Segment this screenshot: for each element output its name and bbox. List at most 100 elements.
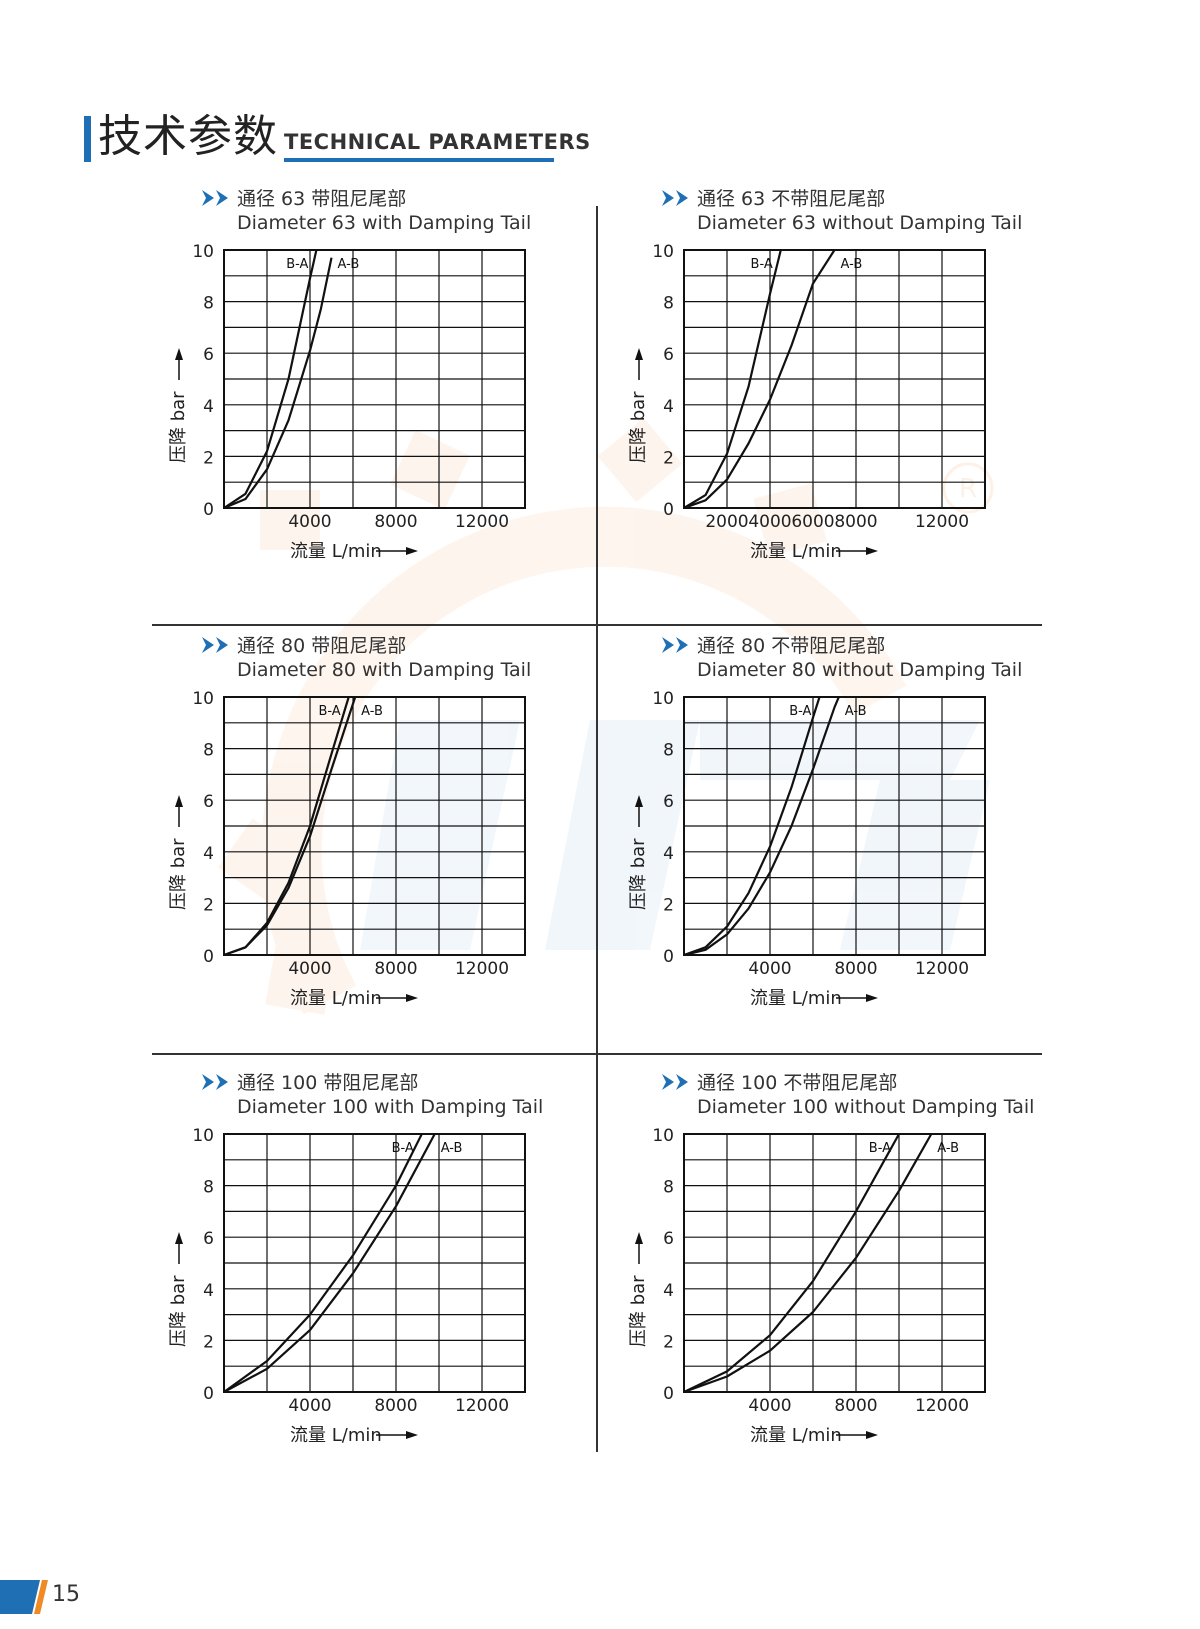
watermark-gear-tooth xyxy=(265,945,335,1015)
series-label: B-A xyxy=(392,1141,414,1156)
series-line-a-b xyxy=(223,1133,436,1393)
y-tick-label: 10 xyxy=(652,1126,674,1146)
x-axis-label: 流量 L/min xyxy=(750,1425,842,1446)
series-label: B-A xyxy=(751,257,773,272)
series-line-b-a xyxy=(683,696,821,957)
y-tick-label: 10 xyxy=(192,242,214,262)
chart-title-cn: 通径 80 不带阻尼尾部 xyxy=(697,635,886,657)
y-tick-label: 8 xyxy=(663,294,674,314)
chart-title-en: Diameter 63 without Damping Tail xyxy=(697,212,1023,234)
y-tick-label: 2 xyxy=(663,448,674,468)
x-tick-label: 4000 xyxy=(288,1396,331,1416)
double-chevron-icon xyxy=(662,637,688,653)
y-tick-label: 6 xyxy=(663,345,674,365)
x-tick-label: 8000 xyxy=(374,512,417,532)
chart-title-en: Diameter 80 without Damping Tail xyxy=(697,659,1023,681)
chart-title-en: Diameter 100 with Damping Tail xyxy=(237,1096,544,1118)
y-tick-label: 4 xyxy=(663,397,674,417)
y-tick-label: 2 xyxy=(663,895,674,915)
chart-svg: 0 2 4 6 8 10 4000 8000 12000 流量 L/min 压降 bar B-A A-B xyxy=(168,689,526,1009)
x-tick-label: 8000 xyxy=(374,1396,417,1416)
double-chevron-icon xyxy=(662,190,688,206)
chart-panel-d63-without-tail: 通径 63 不带阻尼尾部 Diameter 63 without Damping… xyxy=(605,188,1165,618)
y-tick-label: 4 xyxy=(203,844,214,864)
y-axis-arrow-head xyxy=(635,795,643,807)
y-tick-label: 2 xyxy=(203,448,214,468)
x-axis-label: 流量 L/min xyxy=(290,541,382,562)
chart-title-cn: 通径 63 带阻尼尾部 xyxy=(237,188,407,210)
grid-group xyxy=(684,1134,985,1392)
chart-panel-d80-without-tail: 通径 80 不带阻尼尾部 Diameter 80 without Damping… xyxy=(605,635,1165,1065)
series-label: B-A xyxy=(789,704,811,719)
series-line-a-b xyxy=(223,257,333,510)
plot-frame xyxy=(683,696,986,956)
series-line-a-b xyxy=(223,696,357,957)
grid-group xyxy=(684,250,985,508)
series-line-b-a xyxy=(223,1133,423,1393)
series-label: B-A xyxy=(869,1141,891,1156)
chart-title-cn: 通径 100 不带阻尼尾部 xyxy=(697,1072,898,1094)
double-chevron-icon xyxy=(662,1074,688,1090)
x-tick-label: 12000 xyxy=(455,1396,509,1416)
watermark-gear-tooth xyxy=(390,430,470,510)
watermark-gear-tooth xyxy=(753,483,827,557)
series-line-b-a xyxy=(683,1133,900,1393)
y-tick-label: 6 xyxy=(663,1229,674,1249)
plot-frame xyxy=(223,696,526,956)
chart-panel-d63-with-tail: 通径 63 带阻尼尾部 Diameter 63 with Damping Tai… xyxy=(145,188,705,618)
plot-frame xyxy=(223,1133,526,1393)
chart-svg: 0 2 4 6 8 10 4000 8000 12000 流量 L/min 压降 bar B-A A-B xyxy=(628,689,986,1009)
watermark-letters-group xyxy=(360,720,990,950)
y-tick-label: 6 xyxy=(663,792,674,812)
y-axis-arrow-head xyxy=(175,348,183,360)
chart-svg: 0 2 4 6 8 10 4000 8000 12000 流量 L/min 压降 bar B-A A-B xyxy=(628,1126,986,1446)
y-tick-label: 2 xyxy=(203,895,214,915)
y-tick-label: 0 xyxy=(203,1384,214,1404)
x-axis-arrow-head xyxy=(406,547,418,555)
title-accent-bar xyxy=(84,116,91,162)
y-tick-label: 8 xyxy=(203,1178,214,1198)
x-axis-arrow-head xyxy=(406,1431,418,1439)
y-tick-label: 8 xyxy=(203,294,214,314)
y-axis-label: 压降 bar xyxy=(168,391,189,463)
y-tick-label: 6 xyxy=(203,792,214,812)
chart-svg: 0 2 4 6 8 10 4000 8000 12000 流量 L/min 压降 bar B-A A-B xyxy=(168,242,526,562)
page-title-cn: 技术参数 xyxy=(98,111,278,162)
y-axis-arrow-head xyxy=(175,1232,183,1244)
x-tick-label: 8000 xyxy=(834,1396,877,1416)
y-tick-label: 10 xyxy=(652,242,674,262)
y-axis-arrow-head xyxy=(635,348,643,360)
y-tick-label: 6 xyxy=(203,345,214,365)
grid-group xyxy=(224,250,525,508)
watermark-letter-shape xyxy=(840,780,990,950)
y-axis-arrow-head xyxy=(175,795,183,807)
y-tick-label: 8 xyxy=(663,1178,674,1198)
registered-circle xyxy=(942,462,994,514)
watermark-letter-shape xyxy=(360,720,520,950)
y-tick-label: 4 xyxy=(663,844,674,864)
x-tick-label: 4000 xyxy=(288,959,331,979)
grid-group xyxy=(684,697,985,955)
y-tick-label: 10 xyxy=(192,689,214,709)
chart-title-en: Diameter 100 without Damping Tail xyxy=(697,1096,1035,1118)
x-axis-arrow-head xyxy=(866,994,878,1002)
page-number: 15 xyxy=(52,1582,80,1607)
chart-title-en: Diameter 80 with Damping Tail xyxy=(237,659,532,681)
x-tick-label: 2000 xyxy=(705,512,748,532)
y-tick-label: 8 xyxy=(663,741,674,761)
series-label: A-B xyxy=(845,704,867,719)
x-axis-arrow-head xyxy=(866,1431,878,1439)
chart-svg: 0 2 4 6 8 10 2000 4000 6000 8000 12000 流量 L/min 压降 b… xyxy=(628,242,986,562)
x-tick-label: 6000 xyxy=(791,512,834,532)
series-label: A-B xyxy=(937,1141,959,1156)
double-chevron-icon xyxy=(202,1074,228,1090)
x-axis-arrow-head xyxy=(406,994,418,1002)
grid-group xyxy=(224,697,525,955)
footer-color-block xyxy=(0,1580,48,1614)
x-axis-label: 流量 L/min xyxy=(750,988,842,1009)
y-axis-label: 压降 bar xyxy=(628,391,649,463)
plot-frame xyxy=(223,249,526,509)
double-chevron-icon xyxy=(202,637,228,653)
x-tick-label: 12000 xyxy=(915,959,969,979)
x-tick-label: 4000 xyxy=(748,1396,791,1416)
